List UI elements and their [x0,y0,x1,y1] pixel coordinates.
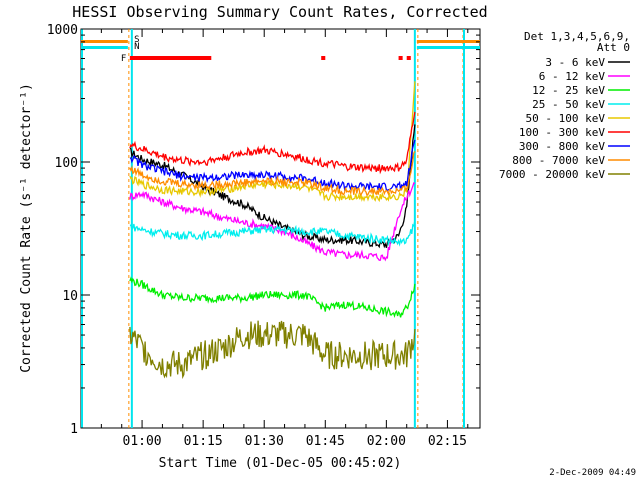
series-line [129,220,416,247]
legend-title-line-1: Det 1,3,4,5,6,9, [524,30,630,43]
night-bar [81,46,128,49]
legend-entry-label: 50 - 100 keV [526,112,606,125]
legend-entry-label: 100 - 300 keV [519,126,605,139]
chart-title: HESSI Observing Summary Count Rates, Cor… [72,3,487,21]
x-tick-label: 01:15 [184,434,223,449]
legend-entry-label: 12 - 25 keV [532,84,605,97]
series-line [129,276,416,319]
x-tick-label: 01:30 [245,434,284,449]
series-line [129,320,416,380]
y-axis-label: Corrected Count Rate (s⁻¹ detector⁻¹) [19,83,34,373]
y-tick-label: 1 [70,422,78,437]
timestamp: 2-Dec-2009 04:49 [549,468,636,478]
legend-entry-label: 6 - 12 keV [539,70,606,83]
legend-entry-label: 300 - 800 keV [519,140,605,153]
x-tick-label: 01:00 [123,434,162,449]
flare-bar [406,56,411,60]
y-tick-label: 10 [62,289,78,304]
y-tick-label: 1000 [47,23,78,38]
orbit-marker-label: S [134,35,139,45]
x-axis-label: Start Time (01-Dec-05 00:45:02) [159,456,402,471]
night-bar [416,46,480,49]
series-line [129,111,416,175]
flare-label: F [121,54,126,64]
legend-entry-label: 25 - 50 keV [532,98,605,111]
legend-title-line-2: Att 0 [597,41,630,54]
series-line [129,139,416,192]
legend-entry-label: 800 - 7000 keV [512,154,605,167]
x-tick-label: 02:15 [428,434,467,449]
y-tick-label: 100 [55,156,78,171]
saa-bar [416,40,480,43]
series-line [129,150,416,197]
x-tick-label: 01:45 [306,434,345,449]
flare-bar [321,56,326,60]
legend-entry-label: 3 - 6 keV [545,56,605,69]
orbit-marker-label: N [134,42,139,52]
legend-entry-label: 7000 - 20000 keV [499,168,605,181]
flare-bar [129,56,212,60]
saa-bar [81,40,128,43]
series-line [129,182,416,262]
x-tick-label: 02:00 [367,434,406,449]
flare-bar [398,56,403,60]
